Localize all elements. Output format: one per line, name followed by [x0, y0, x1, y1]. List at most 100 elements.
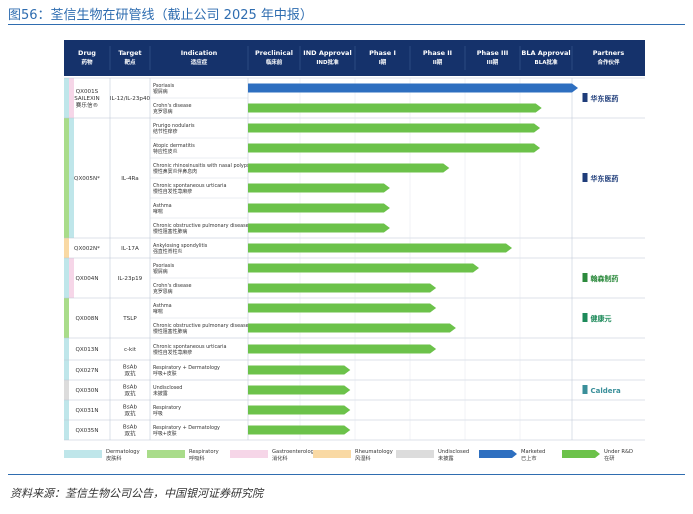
indication-cn: 慢性阻塞性肺病	[153, 228, 187, 235]
header-0: Drug	[78, 49, 96, 57]
indication-cn: 呼吸	[153, 410, 163, 417]
indication-cn: 克罗恩病	[153, 288, 173, 295]
progress-bar-12	[248, 323, 456, 333]
drug-name: QX008N	[75, 316, 98, 322]
indication-en: Chronic obstructive pulmonary disease	[153, 223, 249, 229]
category-strip	[64, 380, 69, 400]
progress-bar-9	[248, 263, 479, 273]
drug-target: 双抗	[124, 390, 136, 398]
drug-name: QX031N	[75, 408, 98, 414]
partner-logo: 华东医药	[591, 174, 619, 183]
partner-logo: Caldera	[591, 387, 621, 395]
partner-logo: 华东医药	[591, 94, 619, 103]
drug-name: QX002N*	[74, 246, 100, 252]
legend-label-cn: 风湿科	[355, 454, 371, 462]
indication-cn: 慢性鼻窦炎伴鼻息肉	[153, 168, 197, 175]
progress-bar-16	[248, 405, 351, 415]
partner-logo-mark	[582, 93, 588, 102]
category-strip	[64, 420, 69, 440]
category-strip	[64, 118, 69, 238]
legend-label-en: Undisclosed	[438, 449, 469, 455]
legend-label-en: Respiratory	[189, 449, 219, 455]
indication-cn: 哮喘	[153, 308, 163, 315]
drug-target: BsAb	[123, 405, 138, 411]
header-5: Phase I	[369, 49, 396, 57]
progress-bar-17	[248, 425, 351, 435]
drug-target: TSLP	[122, 316, 137, 322]
header-8: BLA Approval	[521, 49, 570, 57]
drug-name: QX005N*	[74, 176, 100, 182]
drug-name: SAILEXIN	[74, 96, 99, 102]
header-cn-1: 靶点	[124, 58, 136, 66]
indication-en: Respiratory + Dermatology	[153, 425, 220, 431]
category-strip	[64, 360, 69, 380]
header-cn-5: I期	[379, 58, 387, 66]
caption-rule	[8, 24, 685, 25]
indication-cn: 克罗恩病	[153, 108, 173, 115]
category-strip	[69, 118, 74, 238]
progress-bar-4	[248, 163, 450, 173]
drug-target: 双抗	[124, 370, 136, 378]
figure-caption: 图56：荃信生物在研管线（截止公司 2025 年中报）	[8, 8, 313, 23]
legend-label-cn: 已上市	[521, 454, 537, 462]
indication-cn: 银屑病	[153, 88, 168, 95]
indication-cn: 未披露	[153, 390, 168, 397]
progress-bar-0	[248, 83, 578, 93]
indication-en: Undisclosed	[153, 385, 182, 391]
category-strip	[64, 238, 69, 258]
header-1: Target	[118, 49, 141, 57]
progress-bar-10	[248, 283, 437, 293]
indication-cn: 呼吸+皮肤	[153, 370, 177, 377]
header-cn-4: IND批准	[316, 58, 339, 66]
progress-bar-14	[248, 365, 351, 375]
indication-en: Chronic obstructive pulmonary disease	[153, 323, 249, 329]
indication-en: Chronic spontaneous urticaria	[153, 344, 227, 350]
indication-en: Asthma	[153, 303, 172, 309]
header-2: Indication	[181, 49, 218, 57]
progress-bar-11	[248, 303, 437, 313]
header-7: Phase III	[477, 49, 509, 57]
drug-target: IL-23p19	[118, 276, 143, 282]
drug-name: 赛乐信®	[76, 101, 98, 109]
header-cn-2: 适应症	[191, 58, 208, 66]
legend-label-cn: 呼吸科	[189, 454, 205, 462]
header-4: IND Approval	[303, 49, 351, 57]
indication-cn: 呼吸+皮肤	[153, 430, 177, 437]
progress-bar-7	[248, 223, 390, 233]
legend-swatch-6	[562, 450, 600, 458]
indication-en: Chronic rhinosinusitis with nasal polyps	[153, 163, 250, 169]
drug-target: BsAb	[123, 365, 138, 371]
indication-cn: 特应性皮炎	[153, 148, 178, 155]
legend-swatch-5	[479, 450, 517, 458]
drug-target: IL-12/IL-23p40	[110, 96, 151, 102]
drug-name: QX027N	[75, 368, 98, 374]
legend-swatch-2	[230, 450, 268, 458]
legend-label-en: Marketed	[521, 449, 545, 455]
partner-logo: 翰森制药	[591, 274, 619, 283]
legend-label-cn: 在研	[604, 454, 614, 462]
legend-swatch-0	[64, 450, 102, 458]
indication-en: Crohn's disease	[153, 283, 192, 289]
partner-logo-mark	[582, 173, 588, 182]
drug-name: QX013N	[75, 347, 98, 353]
indication-en: Atopic dermatitis	[153, 143, 195, 149]
progress-bar-8	[248, 243, 512, 253]
indication-cn: 银屑病	[153, 268, 168, 275]
progress-bar-3	[248, 143, 541, 153]
legend-label-en: Rheumatology	[355, 449, 393, 455]
category-strip	[64, 78, 69, 118]
drug-target: c-kit	[124, 347, 137, 353]
header-6: Phase II	[423, 49, 452, 57]
partner-logo-mark	[582, 385, 588, 394]
indication-en: Respiratory + Dermatology	[153, 365, 220, 371]
header-band	[64, 40, 645, 76]
legend-swatch-4	[396, 450, 434, 458]
legend-label-cn: 皮肤科	[106, 454, 122, 462]
header-cn-6: II期	[433, 58, 443, 66]
legend-label-cn: 消化科	[272, 454, 288, 462]
progress-bar-1	[248, 103, 542, 113]
partner-logo: 健康元	[591, 314, 612, 323]
drug-name: QX001S	[76, 89, 99, 95]
header-3: Preclinical	[255, 49, 293, 57]
